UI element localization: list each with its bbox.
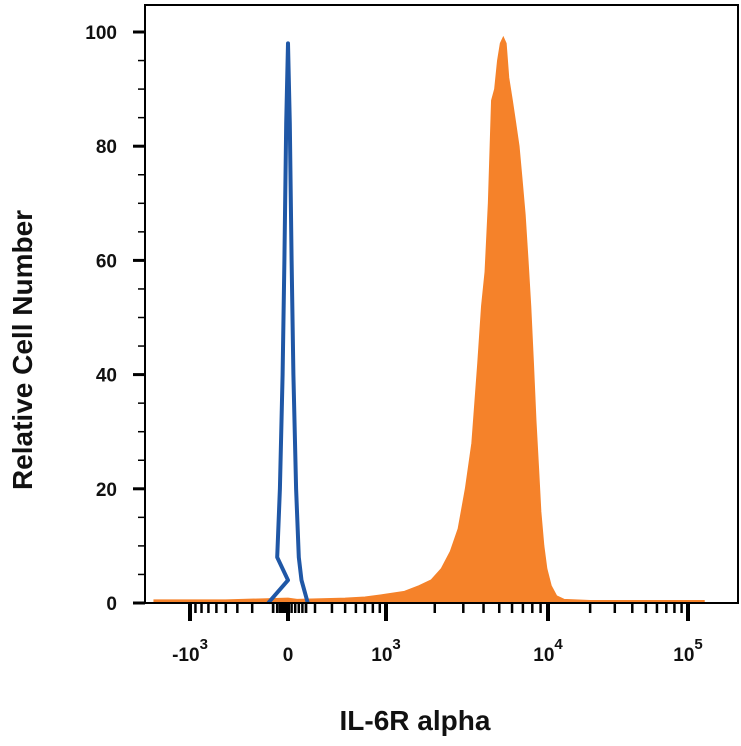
plot-area	[153, 35, 705, 605]
y-tick-label: 20	[96, 480, 117, 501]
plot-frame	[144, 4, 739, 604]
y-tick-label: 40	[96, 366, 117, 387]
y-tick-label: 80	[96, 137, 117, 158]
x-tick-label: 103	[371, 636, 400, 666]
x-tick-label: 0	[283, 645, 294, 666]
y-tick-label: 100	[85, 23, 117, 44]
histogram-series-line	[266, 41, 310, 605]
x-tick-label: 104	[533, 636, 563, 666]
y-axis: 0 20 40 60 80 100	[85, 23, 145, 615]
y-tick-label: 60	[96, 251, 117, 272]
x-axis-title: IL-6R alpha	[340, 705, 491, 736]
x-axis: -103 0 103 104 105	[172, 603, 703, 666]
x-tick-label: -103	[172, 636, 208, 666]
y-axis-title: Relative Cell Number	[7, 210, 38, 490]
histogram-series-filled	[153, 35, 705, 604]
y-tick-label: 0	[106, 594, 117, 615]
x-tick-label: 105	[673, 636, 702, 666]
